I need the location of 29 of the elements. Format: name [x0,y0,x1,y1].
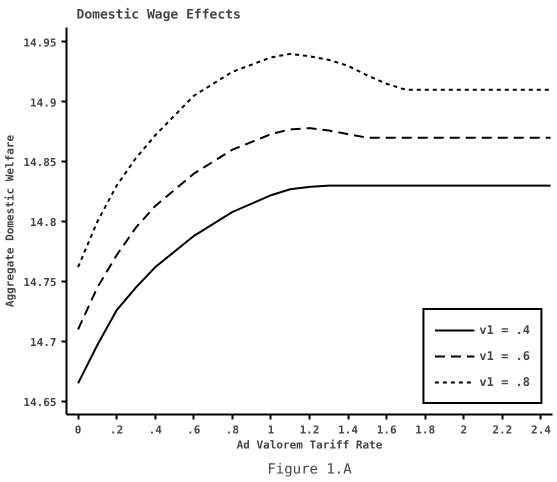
x-tick-label: 2.4 [530,424,552,436]
y-tick-label: 14.8 [30,216,57,230]
x-tick-label: .8 [226,424,239,436]
chart-title: Domestic Wage Effects [76,8,241,22]
legend-label: v1 = .6 [479,349,530,363]
x-tick-label: .6 [187,424,201,436]
x-tick-label: 2.2 [492,424,512,436]
y-tick-label: 14.95 [23,36,57,50]
line-series [77,52,552,268]
y-tick-label: 14.85 [23,156,57,170]
line-series [77,184,552,384]
legend-label: v1 = .4 [479,323,530,337]
y-tick-label: 14.75 [23,276,57,290]
x-tick-label: 0 [74,424,82,436]
y-tick-label: 14.9 [30,96,57,110]
y-axis-title: Aggregate Domestic Welfare [3,134,16,308]
x-axis-title: Ad Valorem Tariff Rate [236,438,383,452]
x-tick-label: 1.4 [338,424,358,436]
x-tick-label: .4 [148,424,162,436]
legend-label: v1 = .8 [479,375,530,389]
x-tick-label: .2 [110,424,124,436]
y-tick-label: 14.7 [30,336,57,349]
x-tick-label: 2 [460,424,468,436]
x-tick-label: 1 [268,424,275,436]
x-tick-label: 1.8 [415,424,436,436]
caption: Figure 1.A [267,462,352,478]
x-tick-label: 1.6 [376,424,397,436]
x-tick-label: 1.2 [300,424,320,436]
y-tick-label: 14.65 [23,396,57,409]
